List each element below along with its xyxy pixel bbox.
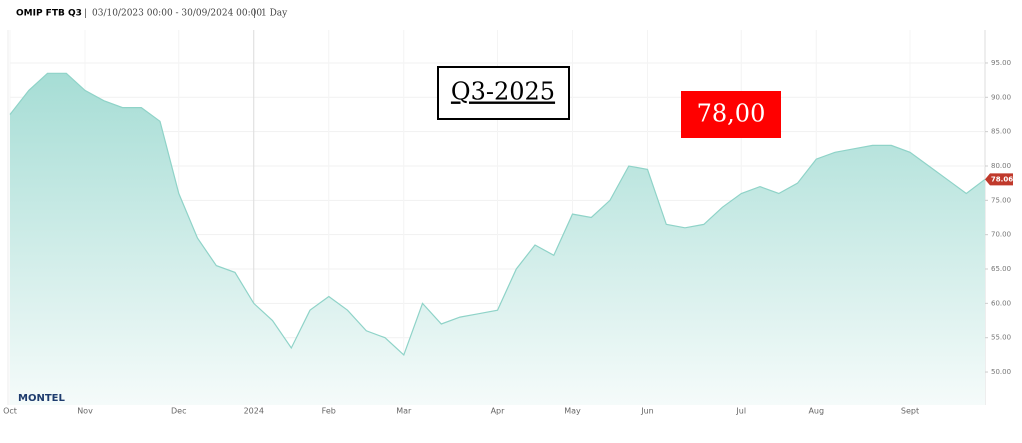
x-tick-label: Jun <box>640 407 654 416</box>
x-tick-label: Jul <box>735 407 746 416</box>
y-tick-label: 90.00 <box>991 93 1011 101</box>
y-tick-label: 80.00 <box>991 162 1011 170</box>
last-value-label: 78.06 <box>991 175 1013 183</box>
annotation: 78,00 <box>697 100 766 128</box>
line <box>9 72 986 356</box>
y-tick-label: 65.00 <box>991 265 1011 273</box>
y-tick-label: 75.00 <box>991 196 1011 204</box>
x-tick-label: Mar <box>396 407 412 416</box>
annotation-box <box>681 91 781 138</box>
date-range: 03/10/2023 00:00 - 30/09/2024 00:00 <box>92 9 262 19</box>
x-tick-label: Nov <box>77 407 93 416</box>
chart-title: OMIP FTB Q3 <box>16 9 82 19</box>
x-tick-label: Apr <box>491 407 506 416</box>
y-tick-label: 70.00 <box>991 231 1011 239</box>
interval: 1 Day <box>261 9 288 19</box>
separator: | <box>253 9 256 19</box>
y-tick-label: 85.00 <box>991 128 1011 136</box>
separator: | <box>84 9 87 19</box>
annotation-box <box>437 66 570 120</box>
x-tick-label: Feb <box>322 407 336 416</box>
annotation: Q3-2025 <box>451 78 555 106</box>
y-tick-label: 55.00 <box>991 334 1011 342</box>
x-tick-label: Oct <box>3 407 17 416</box>
x-tick-label: May <box>564 407 581 416</box>
x-tick-label: 2024 <box>244 407 264 416</box>
area <box>10 73 985 406</box>
x-tick-label: Aug <box>808 407 824 416</box>
y-tick-label: 95.00 <box>991 59 1011 67</box>
y-tick-label: 60.00 <box>991 299 1011 307</box>
logo: MONTEL <box>18 393 65 404</box>
x-tick-label: Sept <box>901 407 919 416</box>
x-tick-label: Dec <box>171 407 186 416</box>
last-value-tag <box>985 173 1013 186</box>
y-tick-label: 50.00 <box>991 368 1011 376</box>
